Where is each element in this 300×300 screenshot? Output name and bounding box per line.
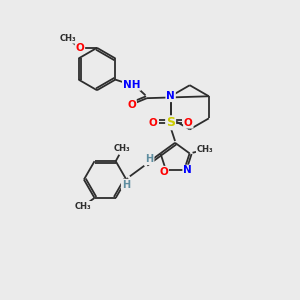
Text: CH₃: CH₃ [113,144,130,153]
Text: CH₃: CH₃ [196,145,213,154]
Text: O: O [127,100,136,110]
Text: CH₃: CH₃ [59,34,76,43]
Text: O: O [76,43,84,53]
Text: H: H [146,154,154,164]
Text: O: O [159,167,168,177]
Text: CH₃: CH₃ [75,202,92,211]
Text: O: O [184,118,193,128]
Text: N: N [183,166,192,176]
Text: O: O [148,118,157,128]
Text: S: S [166,116,175,129]
Text: N: N [166,91,175,101]
Text: NH: NH [123,80,140,90]
Text: H: H [122,180,130,190]
